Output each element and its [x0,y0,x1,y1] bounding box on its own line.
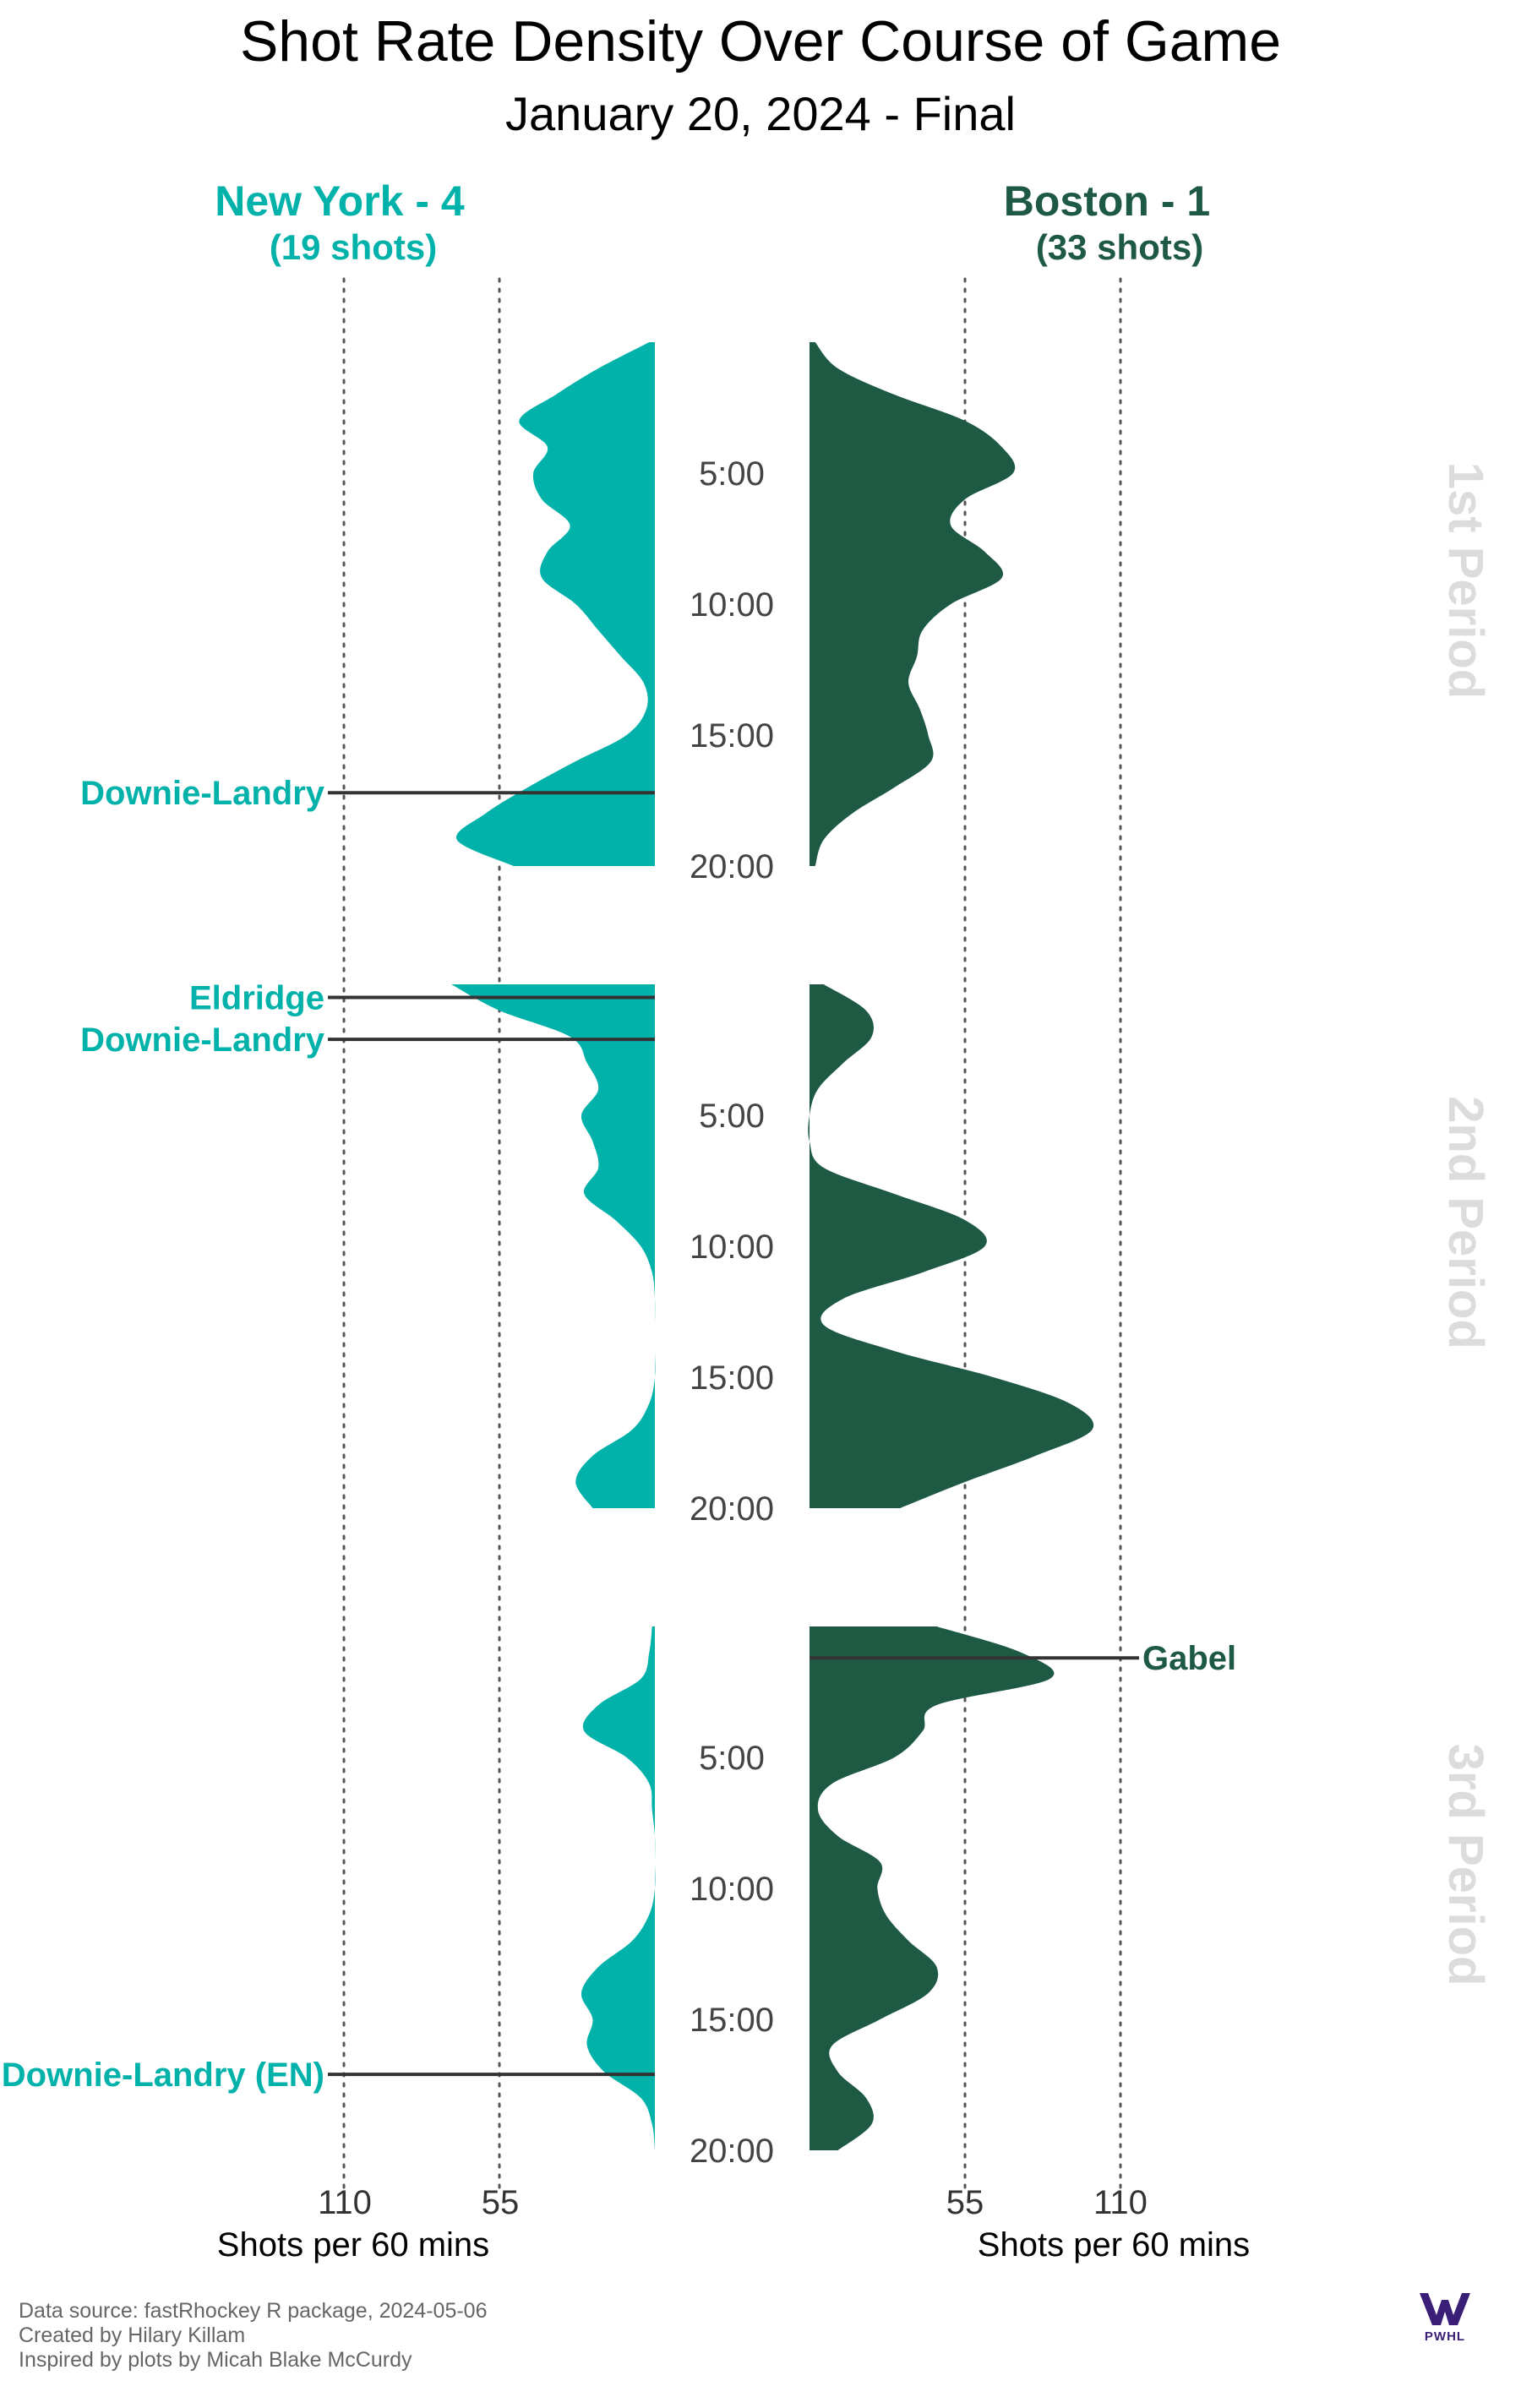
time-label-p1-2: 10:00 [690,586,774,624]
x-tick-right-55: 55 [946,2184,984,2221]
density-new-york-period-2 [451,984,656,1508]
caption-source: Data source: fastRhockey R package, 2024… [19,2299,487,2323]
time-label-p2-2: 10:00 [690,1229,774,1266]
caption-author: Created by Hilary Killam [19,2324,245,2347]
pwhl-logo-text: PWHL [1425,2329,1465,2344]
chart-title: Shot Rate Density Over Course of Game [240,9,1281,74]
team-shots-new-york: (19 shots) [270,227,437,267]
team-shots-boston: (33 shots) [1036,227,1203,267]
x-tick-left-110: 110 [318,2184,372,2221]
goal-label-p3-1: Downie-Landry (EN) [2,2057,324,2094]
density-boston-period-2 [808,984,1094,1508]
chart-subtitle: January 20, 2024 - Final [505,87,1016,140]
goal-annotations: Downie-Landry Eldridge Downie-Landry Gabel D… [2,775,1236,2094]
x-tick-left-55: 55 [482,2184,520,2221]
density-boston-period-1 [810,342,1016,866]
period-label-3: 3rd Period [1438,1744,1493,1986]
goal-label-p2-1: Downie-Landry [80,1021,325,1059]
time-label-p1-4: 20:00 [690,848,774,885]
time-label-p2-3: 15:00 [690,1359,774,1397]
time-label-p3-3: 15:00 [690,2002,774,2039]
density-areas [451,342,1094,2150]
density-new-york-period-1 [455,342,655,866]
goal-label-p2-0: Eldridge [189,980,324,1017]
x-axis-title-left: Shots per 60 mins [217,2226,489,2264]
time-label-p3-2: 10:00 [690,1871,774,1908]
x-axis-title-right: Shots per 60 mins [978,2226,1250,2264]
time-label-p3-1: 5:00 [699,1740,765,1777]
goal-label-p1-0: Downie-Landry [80,775,325,812]
time-label-p1-1: 5:00 [699,455,765,493]
time-label-p1-3: 15:00 [690,717,774,755]
x-tick-right-110: 110 [1093,2184,1148,2221]
period-label-1: 1st Period [1438,462,1493,699]
density-boston-period-3 [810,1626,1055,2150]
period-labels: 1st Period 2nd Period 3rd Period [1438,462,1493,1986]
pwhl-logo: PWHL [1420,2293,1470,2344]
pwhl-logo-mark [1420,2293,1470,2325]
team-name-boston: Boston - 1 [1004,177,1210,225]
caption-inspiration: Inspired by plots by Micah Blake McCurdy [19,2348,412,2372]
team-name-new-york: New York - 4 [215,177,465,225]
period-label-2: 2nd Period [1438,1096,1493,1349]
goal-label-p3-0: Gabel [1142,1640,1236,1677]
time-label-p2-1: 5:00 [699,1098,765,1135]
time-label-p3-4: 20:00 [690,2133,774,2170]
time-labels: 5:00 10:00 15:00 20:00 5:00 10:00 15:00 20:00 5:… [690,455,774,2170]
time-label-p2-4: 20:00 [690,1490,774,1528]
density-new-york-period-3 [581,1626,656,2150]
